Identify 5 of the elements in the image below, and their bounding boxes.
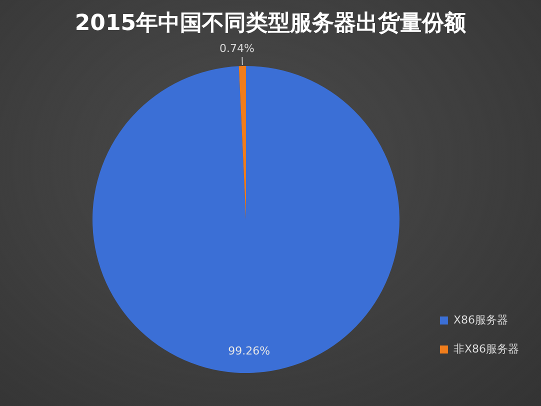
data-label: 99.26% (228, 344, 270, 358)
legend-label: 非X86服务器 (453, 342, 520, 356)
data-label: 0.74% (220, 42, 254, 55)
legend-label: X86服务器 (453, 313, 508, 326)
chart-title: 2015年中国不同类型服务器出货量份额 (74, 10, 466, 38)
